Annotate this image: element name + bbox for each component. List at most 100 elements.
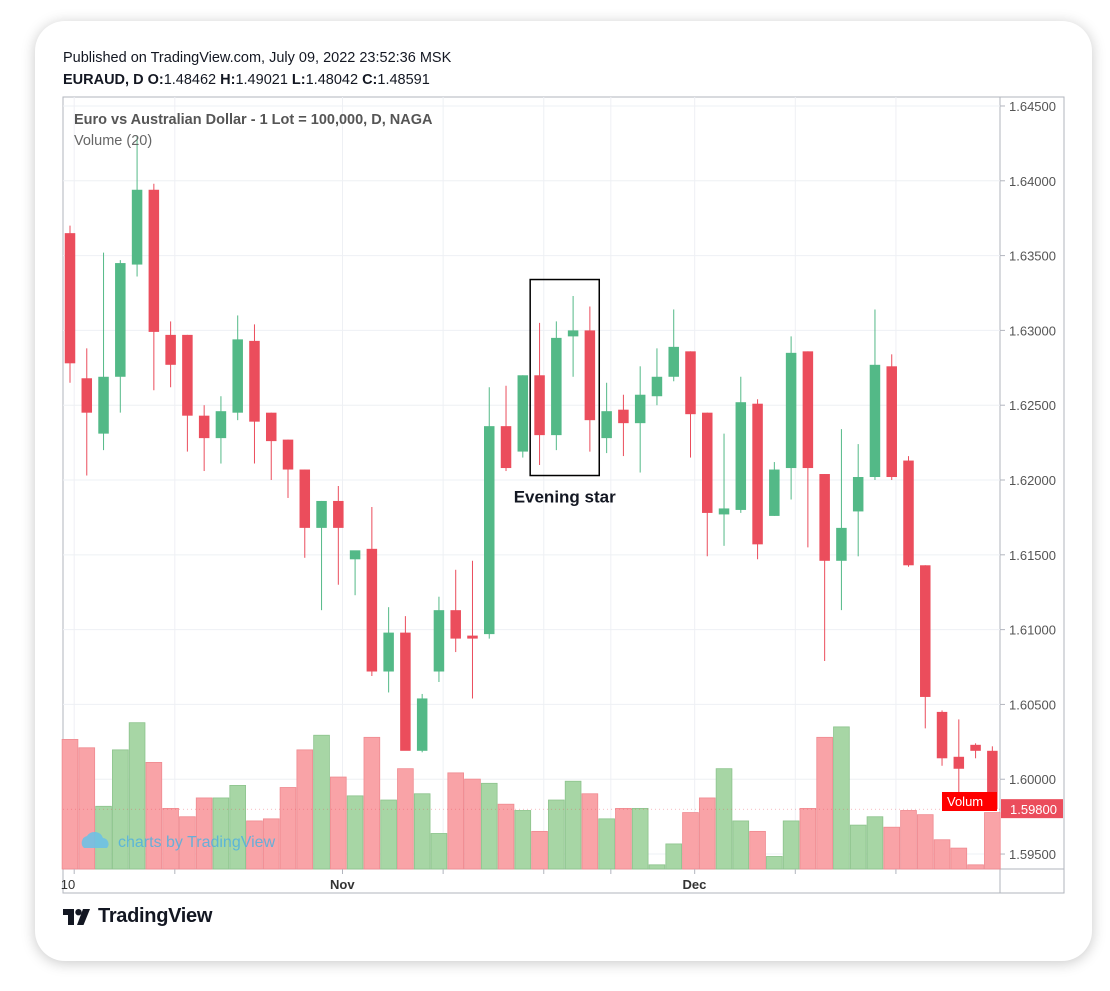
candle-body [131,189,143,265]
last-price-tag [1001,799,1063,819]
candle [718,433,730,546]
candle-body [852,477,864,512]
candle-body [500,426,512,469]
candle [685,351,696,458]
last-price-label: 1.59800 [1010,802,1057,817]
y-tick-label: 1.60500 [1009,697,1056,712]
candle [517,375,529,458]
volume-bar [262,818,280,870]
volume-bar [296,749,314,870]
candle-body [249,340,260,422]
x-tick-label: Dec [683,877,707,892]
candle [836,429,847,611]
volume-tag [942,792,997,811]
candle-body [165,334,176,365]
candle [182,334,193,452]
volume-bar [631,807,649,870]
high-value: 1.49021 [235,72,288,88]
candle [400,616,411,751]
volume-bar [430,833,448,870]
candle-body [484,426,495,635]
volume-bar [346,795,364,870]
candle [282,439,294,498]
plot-frame [62,96,1065,894]
volume-bar [833,726,850,870]
volume-bar [330,776,347,870]
volume-bar [313,734,330,870]
candle [601,382,612,454]
candle [584,306,596,452]
volume-bar [715,768,733,870]
candle-body [752,403,763,545]
volume-bar [78,747,96,870]
candle [484,387,495,639]
candle [769,462,780,516]
candle-body [634,394,646,424]
candle [903,456,914,567]
candle [333,485,344,585]
chart-title: Euro vs Australian Dollar - 1 Lot = 100,… [74,112,433,128]
x-axis: 10 Nov Dec [61,869,897,892]
candle [299,469,311,558]
candle [567,295,579,377]
volume-tag-label: Volum [947,794,983,809]
volume-bar [363,736,381,870]
close-value: 1.48591 [377,72,430,88]
volume-bar [128,722,146,870]
candle-body [64,233,76,364]
candle [215,396,227,464]
candle [886,354,897,481]
watermark-text: charts by TradingView [118,834,276,851]
y-axis: 1.64500 1.64000 1.63500 1.63000 1.62500 1.620… [1000,99,1056,862]
volume-bar [766,856,783,870]
volume-bar [279,787,297,870]
indicator-label: Volume (20) [74,133,152,149]
candle-body [400,632,411,751]
candle [165,321,176,388]
candle [81,348,93,476]
candle [785,336,797,500]
candle-body [618,409,629,424]
volume-bar [984,812,1001,870]
candle [366,506,378,676]
candle [970,743,981,759]
candle-body [383,632,394,672]
candle-body [349,550,361,560]
candle-body [416,698,428,751]
open-value: 1.48462 [163,72,217,88]
tradingview-logo[interactable]: TradingView [63,905,212,928]
open-label: O: [147,72,164,88]
candle-body [567,330,579,337]
candle-body [333,500,344,528]
candle [802,351,814,548]
volume-bar [162,807,179,870]
candle [383,607,394,693]
candle-body [785,352,797,469]
volume-bar [849,824,867,870]
candle [450,569,461,653]
volume-bar [682,812,699,870]
candle [618,394,629,457]
volume-bar [799,807,817,870]
candle [115,260,126,413]
volume-bar [145,762,163,870]
volume-bar [648,864,666,870]
candle [534,322,545,466]
volume-bar [514,810,532,870]
candle [131,135,143,277]
candle [634,366,646,473]
volume-bar [581,793,599,870]
candle-body [584,330,596,421]
volume-bar [916,814,934,870]
volume-bar [615,807,632,870]
candle-body [936,711,948,759]
volume-bar [195,797,213,870]
candle [148,183,160,391]
candle-body [366,548,378,672]
x-tick-label: 10 [61,877,75,892]
candle-body [802,351,814,469]
volume-bar [531,830,548,870]
volume-bar [212,797,230,870]
candle-body [198,415,210,439]
